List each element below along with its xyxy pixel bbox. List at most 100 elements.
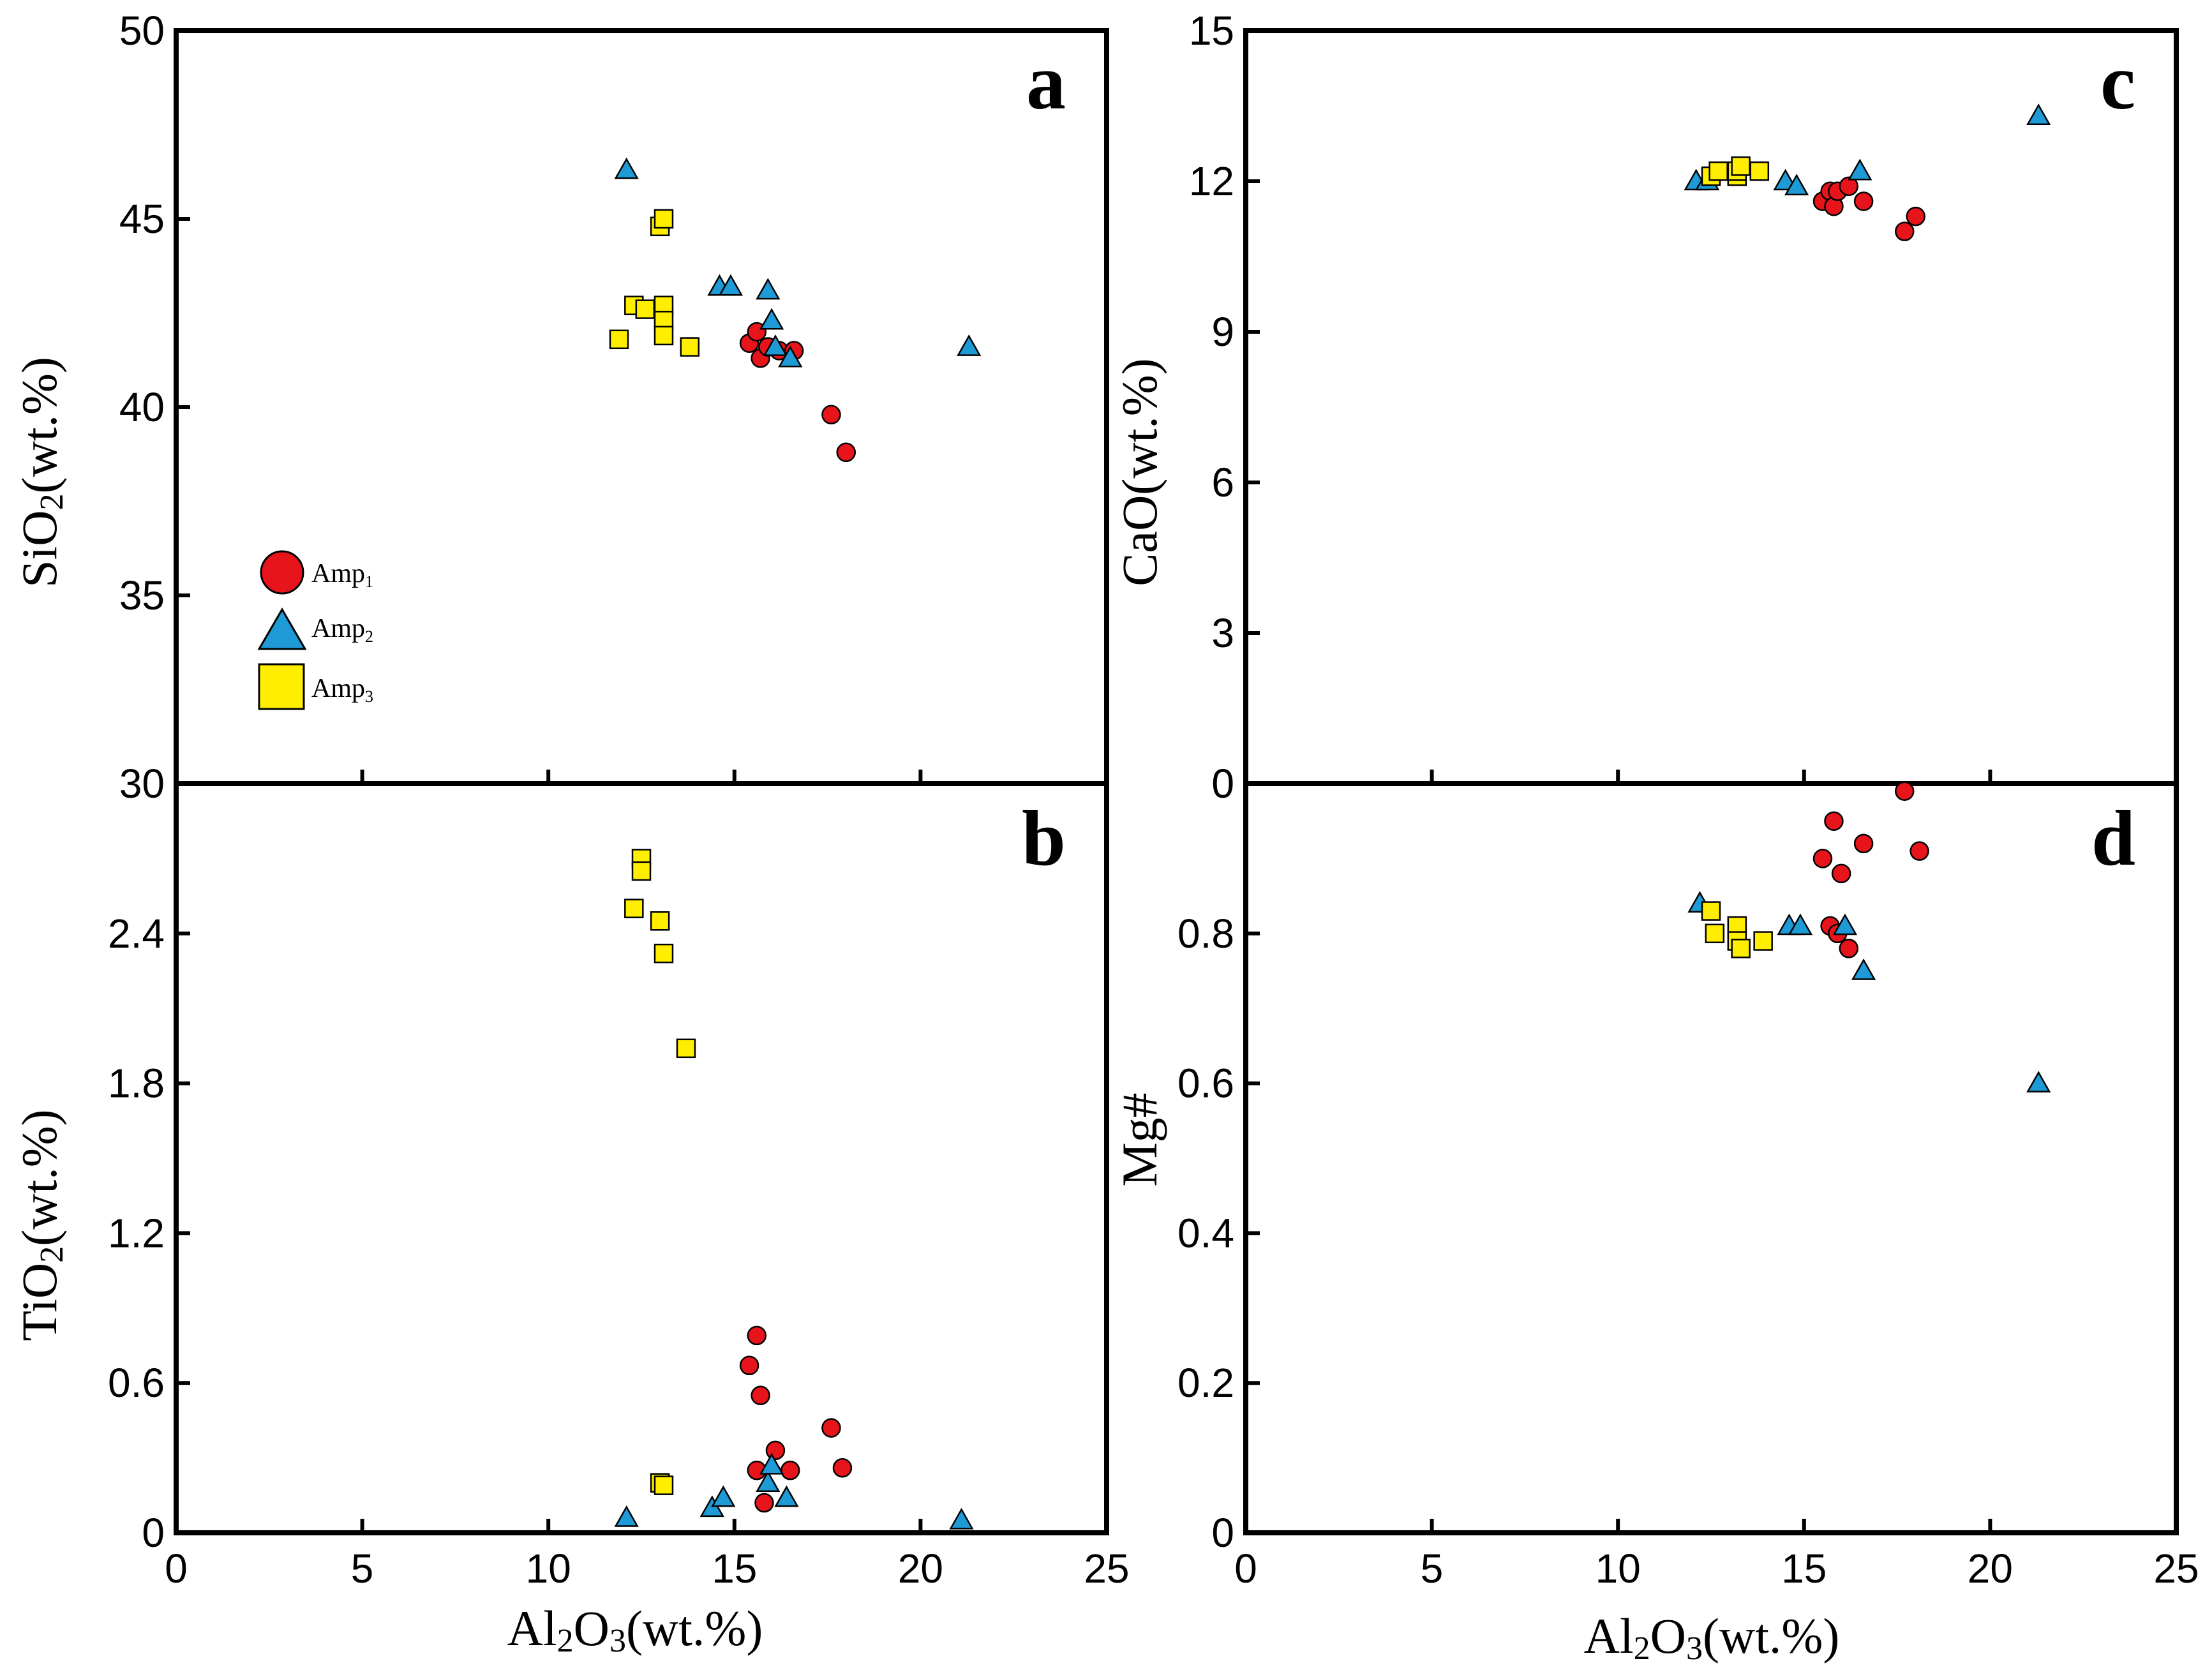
point-amp2-d [1788, 913, 1813, 936]
panel-label-a: a [1026, 38, 1066, 126]
point-amp3-a [680, 337, 700, 357]
xtick-label-b: 0 [165, 1546, 188, 1592]
xtick-label-d: 5 [1421, 1546, 1444, 1592]
ytick-label-b: 1.2 [108, 1210, 165, 1256]
ytick-label-d: 0 [1211, 761, 1234, 807]
ytick-label-d: 0.4 [1177, 1210, 1234, 1256]
panel-c: 0 3 6 9 12 15 c [1189, 8, 2179, 807]
legend-amp2-marker [257, 608, 307, 650]
point-amp2-a [778, 345, 803, 368]
point-amp3-a [654, 209, 674, 229]
ytick-label-c: 9 [1211, 309, 1234, 355]
point-amp2-a [756, 278, 781, 300]
legend-amp1-marker [260, 550, 304, 595]
point-amp3-c [1708, 161, 1728, 181]
point-amp3-a [635, 299, 655, 319]
xtick-label-b: 15 [712, 1546, 757, 1592]
point-amp1-d [1831, 863, 1851, 884]
ylabel-d: Mg# [1112, 1092, 1167, 1186]
ytick-label-c: 12 [1189, 158, 1234, 204]
ytick-label-d: 0.6 [1177, 1061, 1234, 1107]
xtick-label-b: 10 [526, 1546, 571, 1592]
point-amp1-b [821, 1418, 841, 1438]
ytick-label-a: 35 [119, 572, 165, 618]
point-amp3-b [654, 1475, 674, 1495]
xtick-label-d: 10 [1595, 1546, 1641, 1592]
axis-titles: SiO2(wt.%) TiO2(wt.%) CaO(wt.%) Mg# Al2O… [11, 357, 1839, 1667]
ylabel-b: TiO2(wt.%) [11, 1109, 70, 1341]
point-amp1-b [781, 1460, 800, 1480]
point-amp2-a [759, 308, 784, 330]
point-amp2-a [614, 157, 639, 179]
point-amp3-a [654, 325, 674, 346]
point-amp1-d [1824, 811, 1844, 831]
point-amp1-d [1839, 939, 1859, 958]
point-amp2-d [1851, 958, 1876, 980]
point-amp2-b [711, 1485, 736, 1507]
panel-label-b: b [1022, 794, 1066, 882]
xlabel-b: Al2O3(wt.%) [507, 1600, 763, 1659]
point-amp3-c [1749, 161, 1770, 181]
point-amp3-d [1753, 931, 1773, 951]
ylabel-c: CaO(wt.%) [1112, 358, 1167, 586]
point-amp1-d [1909, 841, 1929, 861]
ytick-label-d: 0.8 [1177, 911, 1234, 957]
point-amp1-d [1853, 833, 1874, 854]
ytick-label-a: 40 [119, 384, 165, 430]
frame-c [1243, 28, 2179, 786]
point-amp1-d [1895, 781, 1915, 801]
ytick-label-a: 45 [119, 196, 165, 242]
point-amp1-c [1839, 176, 1859, 197]
ytick-label-c: 0 [1211, 761, 1234, 807]
point-amp1-b [751, 1385, 770, 1406]
point-amp2-b [759, 1452, 784, 1475]
point-amp1-c [1906, 206, 1926, 227]
ytick-label-c: 3 [1211, 610, 1234, 656]
point-amp3-d [1701, 901, 1721, 921]
point-amp2-a [957, 334, 982, 356]
ytick-label-b: 2.4 [108, 911, 165, 957]
point-amp2-b [949, 1507, 974, 1530]
ytick-label-b: 0.6 [108, 1360, 165, 1406]
ytick-label-d: 0.2 [1177, 1360, 1234, 1406]
xtick-label-b: 5 [351, 1546, 374, 1592]
point-amp1-b [832, 1458, 853, 1478]
point-amp2-b [614, 1505, 639, 1527]
point-amp2-c [1848, 158, 1872, 181]
point-amp1-b [754, 1493, 774, 1513]
frame-a [174, 28, 1109, 786]
ytick-label-c: 15 [1189, 8, 1234, 54]
legend: Amp1 Amp2 Amp3 [257, 550, 373, 710]
ytick-label-b: 1.8 [108, 1061, 165, 1107]
ytick-label-b: 0 [142, 1510, 165, 1556]
point-amp2-d [1832, 913, 1858, 936]
panel-label-c: c [2100, 38, 2135, 126]
point-amp2-b [756, 1470, 781, 1492]
ytick-label-c: 6 [1211, 459, 1234, 505]
point-amp2-c [2026, 103, 2051, 125]
panel-label-d: d [2091, 794, 2135, 882]
point-amp3-b [624, 898, 644, 918]
frame-d [1243, 781, 2179, 1535]
point-amp3-d [1731, 939, 1751, 958]
xtick-label-d: 15 [1781, 1546, 1827, 1592]
point-amp3-b [631, 861, 652, 881]
point-amp2-c [1784, 174, 1809, 196]
point-amp1-c [1853, 191, 1874, 211]
point-amp2-b [774, 1485, 799, 1507]
xtick-label-d: 25 [2153, 1546, 2199, 1592]
xtick-label-d: 20 [1968, 1546, 2013, 1592]
point-amp1-c [1895, 221, 1915, 241]
ytick-label-a: 50 [119, 8, 165, 54]
ylabel-a: SiO2(wt.%) [11, 357, 70, 588]
point-amp1-d [1812, 849, 1833, 869]
point-amp1-a [821, 405, 841, 425]
xtick-label-b: 20 [898, 1546, 943, 1592]
point-amp2-a [718, 274, 744, 296]
point-amp3-b [650, 911, 670, 931]
point-amp2-a [763, 334, 788, 356]
point-amp3-c [1731, 156, 1751, 176]
point-amp3-b [676, 1038, 696, 1059]
frame-b [174, 781, 1109, 1535]
